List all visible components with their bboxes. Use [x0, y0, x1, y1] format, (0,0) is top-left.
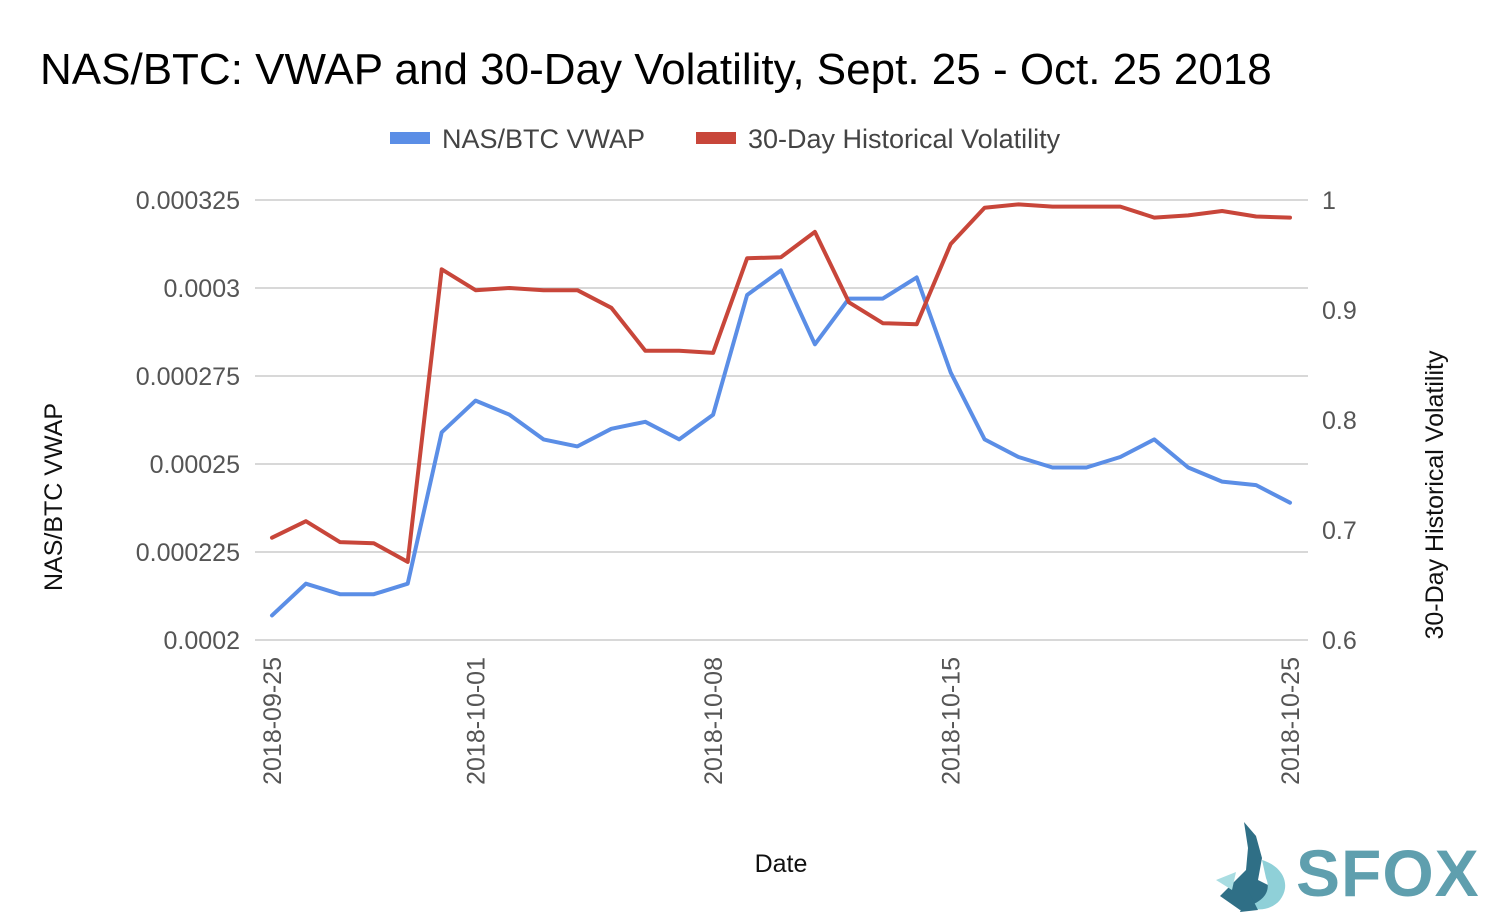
data-point-volatility: [847, 300, 851, 304]
legend-swatch-volatility: [696, 132, 736, 144]
data-point-volatility: [949, 242, 953, 246]
data-point-vwap: [949, 371, 953, 374]
data-point-volatility: [1017, 202, 1020, 206]
data-point-vwap: [304, 582, 308, 586]
gridlines: [255, 199, 1308, 641]
left-tick-label: 0.0003: [164, 275, 240, 303]
data-point-volatility: [643, 349, 647, 353]
data-point-volatility: [779, 255, 783, 259]
data-point-volatility: [1051, 205, 1054, 209]
data-point-volatility: [1288, 216, 1292, 220]
chart-title: NAS/BTC: VWAP and 30-Day Volatility, Sep…: [40, 45, 1272, 94]
right-tick-label: 0.9: [1322, 297, 1357, 325]
x-tick-label: 2018-10-15: [938, 657, 966, 785]
data-point-vwap: [575, 444, 579, 448]
data-point-volatility: [711, 351, 715, 355]
data-point-volatility: [575, 288, 579, 292]
data-point-volatility: [1118, 205, 1122, 209]
data-point-volatility: [915, 322, 919, 326]
right-tick-label: 1: [1322, 187, 1336, 215]
data-point-volatility: [508, 286, 511, 290]
fox-icon: [1216, 822, 1286, 912]
legend: NAS/BTC VWAP 30-Day Historical Volatilit…: [390, 124, 1061, 154]
left-tick-label: 0.0002: [164, 627, 240, 655]
data-point-volatility: [1084, 205, 1088, 209]
data-point-vwap: [1017, 455, 1020, 459]
data-point-vwap: [1051, 466, 1054, 469]
data-point-volatility: [474, 288, 478, 292]
right-tick-label: 0.8: [1322, 407, 1357, 435]
x-tick-label: 2018-09-25: [259, 657, 287, 785]
legend-label-volatility: 30-Day Historical Volatility: [748, 124, 1061, 154]
right-tick-label: 0.7: [1322, 517, 1357, 545]
data-point-volatility: [745, 256, 749, 260]
right-tick-label: 0.6: [1322, 627, 1357, 655]
data-point-volatility: [1220, 209, 1224, 213]
sfox-logo: SFOX: [1216, 822, 1480, 912]
left-axis-title: NAS/BTC VWAP: [40, 403, 68, 591]
data-point-volatility: [881, 321, 885, 325]
data-point-volatility: [304, 519, 308, 523]
data-point-volatility: [270, 536, 274, 540]
data-point-volatility: [338, 540, 342, 544]
data-point-vwap: [270, 613, 274, 617]
data-point-vwap: [1152, 437, 1156, 441]
series-line-vwap: [270, 268, 1292, 618]
data-point-vwap: [440, 430, 444, 434]
x-tick-label: 2018-10-25: [1277, 657, 1305, 785]
legend-label-vwap: NAS/BTC VWAP: [442, 124, 645, 154]
data-point-vwap: [643, 420, 647, 424]
data-point-vwap: [983, 437, 987, 441]
right-axis-title: 30-Day Historical Volatility: [1421, 350, 1449, 639]
data-point-vwap: [542, 437, 545, 441]
data-point-volatility: [677, 349, 681, 353]
data-point-vwap: [474, 399, 478, 403]
data-point-vwap: [881, 297, 885, 301]
data-point-vwap: [711, 413, 715, 417]
data-point-vwap: [372, 592, 376, 596]
data-point-vwap: [813, 342, 817, 346]
legend-item-volatility[interactable]: 30-Day Historical Volatility: [696, 124, 1061, 154]
data-point-volatility: [372, 541, 376, 545]
x-tick-label: 2018-10-01: [463, 657, 491, 785]
data-point-vwap: [745, 293, 749, 297]
data-point-volatility: [542, 288, 545, 292]
data-point-vwap: [1186, 466, 1190, 469]
left-tick-label: 0.000325: [136, 187, 240, 215]
data-point-vwap: [609, 427, 613, 431]
data-point-vwap: [1118, 455, 1122, 459]
logo-text: SFOX: [1296, 836, 1480, 910]
data-point-volatility: [1152, 216, 1156, 220]
data-point-volatility: [813, 230, 817, 234]
data-point-vwap: [1084, 466, 1088, 469]
data-point-volatility: [406, 560, 410, 564]
series-layer: [270, 202, 1292, 618]
data-point-vwap: [338, 592, 342, 596]
data-point-vwap: [1220, 480, 1224, 484]
data-point-volatility: [983, 206, 987, 210]
data-point-volatility: [1254, 215, 1258, 218]
data-point-vwap: [508, 413, 511, 417]
data-point-vwap: [406, 582, 410, 586]
data-point-volatility: [609, 306, 613, 310]
x-axis-ticks: 2018-09-25 2018-10-01 2018-10-08 2018-10-15…: [259, 657, 1305, 785]
x-tick-label: 2018-10-08: [700, 657, 728, 785]
data-point-vwap: [915, 275, 919, 279]
left-tick-label: 0.000225: [136, 539, 240, 567]
left-tick-label: 0.00025: [150, 451, 240, 479]
left-axis-ticks: 0.0002 0.000225 0.00025 0.000275 0.0003 0.000…: [136, 187, 240, 655]
data-point-vwap: [677, 437, 681, 441]
data-point-volatility: [440, 267, 444, 271]
right-axis-ticks: 0.6 0.7 0.8 0.9 1: [1322, 187, 1357, 655]
legend-item-vwap[interactable]: NAS/BTC VWAP: [390, 124, 645, 154]
left-tick-label: 0.000275: [136, 363, 240, 391]
data-point-vwap: [1288, 501, 1292, 505]
data-point-volatility: [1186, 213, 1190, 217]
data-point-vwap: [779, 268, 783, 272]
data-point-vwap: [1254, 483, 1258, 487]
legend-swatch-vwap: [390, 132, 430, 144]
x-axis-title: Date: [755, 850, 808, 878]
